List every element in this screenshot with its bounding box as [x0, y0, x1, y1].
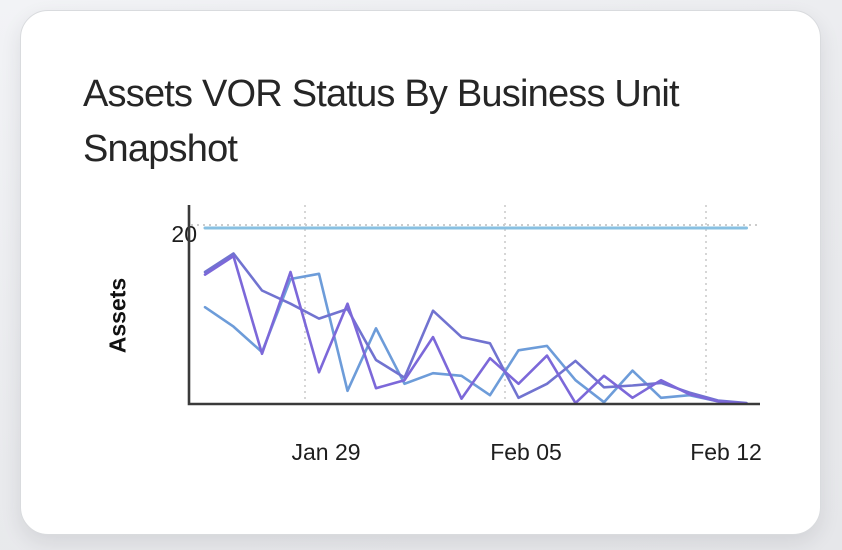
chart-card: Assets VOR Status By Business Unit Snaps… — [20, 10, 821, 535]
chart-title: Assets VOR Status By Business Unit Snaps… — [83, 73, 680, 170]
chart-axes — [187, 205, 760, 406]
x-tick-label-jan29: Jan 29 — [291, 439, 361, 465]
x-tick-label-feb05: Feb 05 — [490, 439, 562, 465]
line-series-a — [203, 272, 748, 405]
line-series-c — [203, 254, 748, 405]
x-tick-label-feb12: Feb 12 — [690, 439, 762, 465]
